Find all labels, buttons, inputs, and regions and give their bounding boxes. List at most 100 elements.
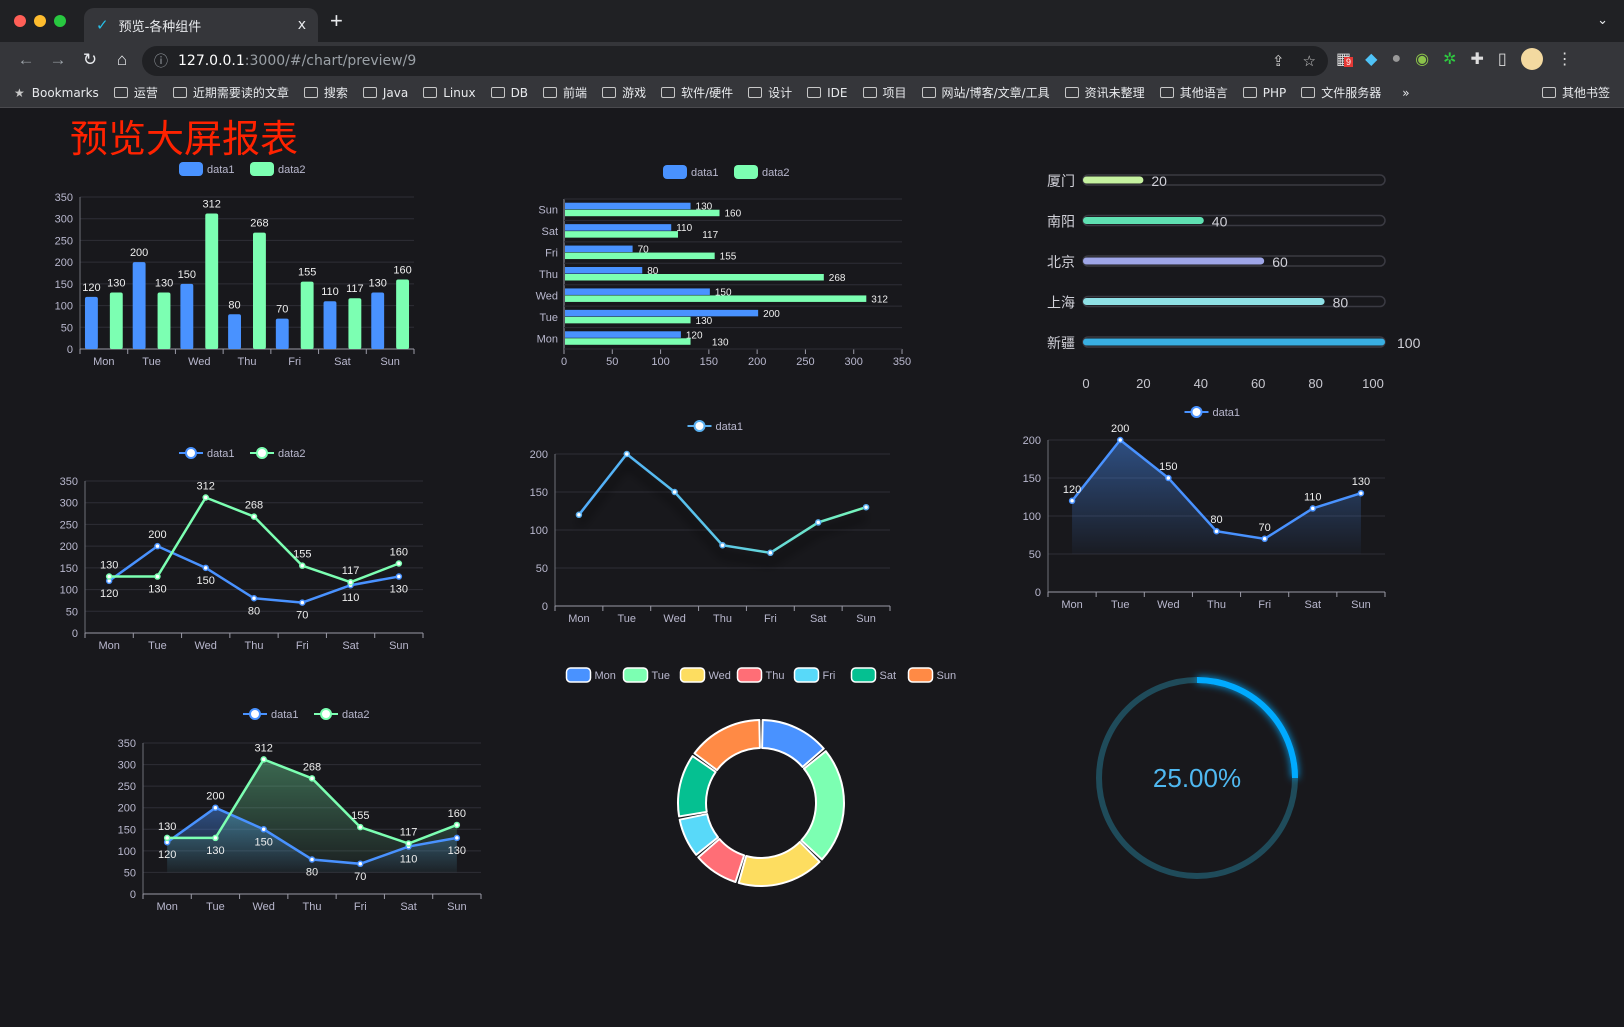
- folder-icon: [1541, 87, 1556, 98]
- avatar[interactable]: [1520, 48, 1543, 70]
- y-tick-label: 150: [1023, 473, 1041, 485]
- legend-marker-icon: [693, 420, 706, 432]
- bookmark-folder[interactable]: 软件/硬件: [661, 84, 733, 101]
- reload-button[interactable]: ↻: [82, 50, 98, 69]
- bookmark-folder[interactable]: Linux: [423, 86, 476, 100]
- data-label: 117: [702, 230, 718, 241]
- y-tick-label: 100: [55, 301, 73, 313]
- legend-item[interactable]: data1: [663, 165, 719, 179]
- bookmark-folder[interactable]: 前端: [543, 84, 587, 101]
- sidepanel-icon[interactable]: ▯: [1497, 51, 1507, 68]
- pie-slice-Tue[interactable]: [800, 750, 845, 861]
- legend-item[interactable]: Sat: [850, 667, 897, 683]
- legend-item[interactable]: data2: [314, 708, 370, 721]
- legend-item[interactable]: data1: [687, 420, 744, 433]
- maximize-window-button[interactable]: [54, 15, 66, 27]
- home-button[interactable]: ⌂: [116, 50, 128, 69]
- bookmark-folder[interactable]: 近期需要读的文章: [172, 84, 289, 101]
- bookmark-folder[interactable]: 文件服务器: [1301, 84, 1381, 101]
- data-label: 200: [1111, 423, 1129, 435]
- legend-swatch-icon: [736, 667, 763, 683]
- pie-slice-Wed[interactable]: [737, 840, 821, 887]
- legend-item[interactable]: data1: [243, 708, 299, 721]
- menu-icon[interactable]: ⋮: [1556, 51, 1573, 68]
- minimize-window-button[interactable]: [34, 15, 46, 27]
- pie-slice-Sun[interactable]: [693, 719, 761, 772]
- close-window-button[interactable]: [14, 15, 26, 27]
- bookmark-label: 文件服务器: [1321, 86, 1382, 100]
- data-label: 155: [293, 549, 311, 561]
- x-tick-label: Mon: [156, 901, 177, 913]
- bookmark-folder[interactable]: 搜索: [303, 84, 348, 101]
- forward-button[interactable]: →: [49, 50, 67, 69]
- pie-slice-Sat[interactable]: [677, 755, 717, 818]
- pie-slice-Fri[interactable]: [678, 813, 720, 856]
- address-bar[interactable]: ⓘ 127.0.0.1:3000/#/chart/preview/9 ⇪ ☆: [142, 46, 1328, 76]
- legend-item[interactable]: data2: [250, 447, 306, 460]
- data-label: 130: [206, 845, 224, 857]
- x-tick-label: Wed: [663, 613, 685, 625]
- legend-item[interactable]: data2: [734, 165, 790, 179]
- tab-close-button[interactable]: x: [297, 17, 306, 33]
- browser-tab[interactable]: ✓ 预览-各种组件 x: [84, 8, 318, 42]
- x-tick-label: 100: [1362, 376, 1384, 391]
- bookmark-folder[interactable]: 项目: [862, 84, 907, 101]
- data-label: 312: [203, 199, 221, 211]
- bookmark-folder[interactable]: 其他语言: [1159, 84, 1228, 101]
- extension-icon[interactable]: ✲: [1443, 51, 1457, 68]
- bookmark-label: 前端: [563, 86, 588, 100]
- more-bookmarks-button[interactable]: »: [1402, 85, 1410, 100]
- new-tab-button[interactable]: +: [330, 8, 343, 33]
- gem-extension-icon[interactable]: ◆: [1365, 51, 1378, 68]
- legend-item[interactable]: Wed: [679, 667, 731, 683]
- bookmark-folder[interactable]: 运营: [113, 84, 158, 101]
- bookmarks-button[interactable]: ★ Bookmarks: [14, 86, 99, 100]
- back-button[interactable]: ←: [17, 50, 35, 69]
- share-icon[interactable]: ⇪: [1271, 52, 1285, 70]
- data-point: [308, 775, 316, 782]
- data-point: [250, 595, 258, 602]
- bookmark-star-icon[interactable]: ☆: [1302, 52, 1316, 70]
- bookmark-folder[interactable]: 游戏: [602, 84, 646, 101]
- extension-icon[interactable]: ●: [1391, 50, 1402, 67]
- legend-item[interactable]: Sun: [907, 667, 957, 683]
- bookmark-folder[interactable]: 资讯未整理: [1064, 84, 1145, 101]
- other-bookmarks-button[interactable]: 其他书签: [1541, 84, 1610, 101]
- y-tick-label: 200: [60, 541, 78, 553]
- bar-data2: [565, 338, 691, 345]
- tab-search-chevron-icon[interactable]: ⌄: [1597, 12, 1608, 27]
- data-label: 70: [1259, 522, 1271, 534]
- bar-data1: [371, 292, 385, 349]
- data-label: 130: [100, 560, 118, 572]
- data-point: [453, 834, 461, 842]
- bookmark-folder[interactable]: 网站/博客/文章/工具: [921, 84, 1050, 101]
- pie-slice-Thu[interactable]: [697, 838, 746, 883]
- extension-icon[interactable]: ▦9: [1336, 49, 1354, 69]
- legend-item[interactable]: data1: [179, 447, 235, 460]
- info-icon[interactable]: ⓘ: [154, 54, 168, 70]
- legend-item[interactable]: Tue: [622, 667, 671, 683]
- bookmark-folder[interactable]: Java: [362, 86, 408, 100]
- legend-swatch-icon: [565, 667, 592, 683]
- legend-item[interactable]: Mon: [565, 667, 616, 683]
- bookmark-folder[interactable]: IDE: [807, 86, 848, 100]
- data-point: [405, 840, 412, 847]
- pie-slice-Mon[interactable]: [761, 719, 825, 768]
- puzzle-icon[interactable]: ✚: [1470, 51, 1484, 68]
- legend-label: data2: [342, 709, 370, 721]
- x-tick-label: Wed: [188, 356, 210, 368]
- bar-data1: [565, 224, 672, 231]
- x-tick-label: Sat: [810, 613, 827, 625]
- bookmark-folder[interactable]: PHP: [1242, 86, 1286, 100]
- legend-item[interactable]: data1: [179, 162, 235, 176]
- bookmark-folder[interactable]: 设计: [748, 84, 792, 101]
- bookmark-folder[interactable]: DB: [490, 86, 528, 100]
- legend-label: data1: [207, 448, 235, 460]
- x-tick-label: Tue: [1111, 599, 1130, 611]
- legend-item[interactable]: Thu: [736, 667, 785, 683]
- legend-item[interactable]: data1: [1184, 406, 1241, 419]
- extension-icon[interactable]: ◉: [1415, 51, 1430, 68]
- legend-item[interactable]: data2: [250, 162, 306, 176]
- legend-item[interactable]: Fri: [793, 667, 836, 683]
- data-point: [357, 860, 364, 868]
